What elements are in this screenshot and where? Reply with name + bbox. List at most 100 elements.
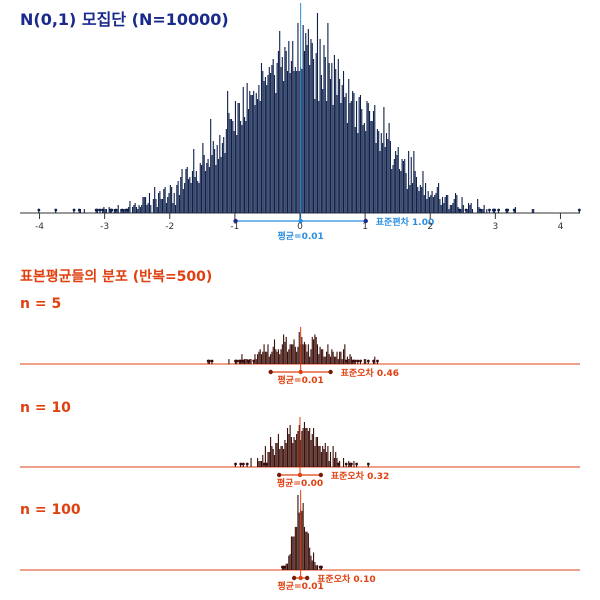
bar	[186, 167, 188, 213]
bar	[306, 351, 308, 364]
bar	[145, 197, 147, 213]
bar	[225, 129, 227, 213]
bar	[310, 39, 312, 213]
bar	[362, 125, 364, 213]
bar	[374, 356, 376, 364]
bar	[293, 536, 295, 570]
bar	[121, 211, 123, 213]
x-tick-label: 4	[558, 222, 564, 232]
bar	[73, 211, 75, 213]
outlier-dot	[239, 462, 243, 466]
mean-label-0: 평균=0.01	[277, 230, 323, 242]
bar	[444, 197, 446, 213]
bar	[289, 425, 291, 467]
bar	[198, 183, 200, 213]
bar	[263, 81, 265, 213]
bar	[294, 346, 296, 364]
bar	[311, 560, 313, 570]
bar	[230, 119, 233, 213]
bar	[247, 109, 250, 213]
bar	[290, 61, 292, 213]
bar	[241, 354, 243, 364]
bar	[380, 133, 382, 213]
bar	[413, 151, 415, 213]
bar	[273, 75, 276, 213]
outlier-dot	[98, 208, 102, 212]
outlier-dot	[344, 462, 348, 466]
bar	[431, 191, 433, 213]
bar	[277, 349, 279, 364]
bar	[283, 449, 285, 467]
bar	[314, 562, 316, 570]
bar	[167, 197, 169, 213]
bar	[388, 123, 390, 213]
bar	[176, 185, 178, 213]
bar	[138, 205, 140, 213]
bar	[367, 361, 369, 364]
bar	[314, 99, 316, 213]
bar	[229, 119, 231, 213]
bar	[253, 361, 255, 364]
bar	[260, 63, 263, 213]
bar	[286, 428, 289, 467]
bar	[328, 461, 330, 467]
bar	[309, 65, 311, 213]
bar	[461, 197, 463, 213]
x-tick-label: 3	[492, 222, 498, 232]
bar	[309, 356, 311, 364]
bar	[313, 59, 315, 213]
bar	[357, 361, 359, 364]
bar	[270, 73, 272, 213]
bar	[514, 207, 516, 213]
bar	[303, 422, 306, 467]
bar	[348, 359, 350, 364]
bar	[180, 177, 182, 213]
bar	[78, 211, 80, 213]
bar	[276, 351, 278, 364]
bar	[305, 33, 307, 213]
bar	[284, 440, 286, 467]
bar	[443, 203, 445, 213]
bar	[279, 354, 281, 364]
bar	[206, 163, 208, 213]
bar	[38, 211, 40, 213]
bar	[102, 211, 104, 213]
outlier-dot	[234, 462, 237, 466]
bar	[302, 428, 304, 467]
bar	[294, 440, 296, 467]
bar	[320, 349, 322, 364]
bar	[263, 344, 265, 364]
bar	[329, 356, 332, 364]
bar	[188, 179, 190, 213]
bar	[104, 209, 106, 213]
bar	[115, 211, 117, 213]
bar	[281, 446, 283, 467]
bar	[319, 39, 321, 213]
outlier-dot	[366, 359, 370, 363]
bar	[168, 193, 170, 213]
bar	[242, 361, 244, 364]
spread-label-2: 표준오차 0.32	[331, 470, 389, 482]
spread-label-1: 표준오차 0.46	[341, 367, 399, 379]
bar	[439, 199, 441, 213]
bar	[307, 29, 309, 213]
bar	[258, 351, 260, 364]
bar	[311, 434, 313, 467]
spread-marker	[328, 369, 333, 375]
bar	[173, 193, 175, 213]
bar	[257, 354, 259, 364]
bar	[273, 455, 276, 467]
bar	[313, 339, 315, 364]
bar	[203, 155, 205, 213]
bar	[285, 443, 287, 467]
bar	[234, 361, 236, 364]
bar	[197, 181, 199, 213]
bar	[177, 181, 179, 213]
bar	[358, 97, 360, 213]
bar	[422, 171, 424, 213]
sampling-distribution-title: 표본평균들의 분포 (반복=500)	[20, 269, 213, 285]
bar	[194, 177, 196, 213]
bar	[311, 336, 313, 364]
bar	[160, 199, 162, 213]
